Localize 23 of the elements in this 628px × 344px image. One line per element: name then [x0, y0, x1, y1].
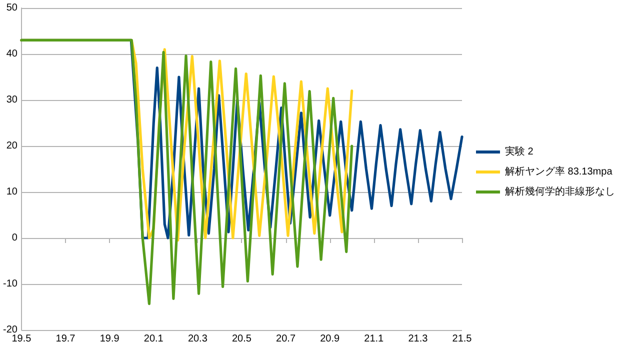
x-tick-label: 19.9	[100, 334, 120, 344]
x-tick-label: 20.3	[188, 334, 208, 344]
line-series	[20, 38, 354, 306]
y-tick-label: 10	[6, 186, 18, 198]
y-tick-label: 20	[6, 140, 18, 152]
x-tick-label: 20.7	[276, 334, 296, 344]
y-tick-label: 0	[12, 232, 18, 244]
legend-label: 解析幾何学的非線形なし	[505, 186, 615, 198]
legend-label: 解析ヤング率 83.13mpa	[505, 166, 613, 178]
x-tick-label: 19.5	[12, 334, 32, 344]
y-tick-label: -20	[3, 324, 18, 336]
x-tick-label: 20.1	[144, 334, 164, 344]
legend-label: 実験 2	[505, 146, 534, 158]
x-tick-label: 19.7	[56, 334, 76, 344]
y-tick-label: 50	[6, 2, 18, 14]
y-tick-label: 40	[6, 48, 18, 60]
x-tick-label: 21.3	[408, 334, 428, 344]
x-tick-label: 21.5	[452, 334, 472, 344]
x-tick-label: 20.9	[320, 334, 340, 344]
x-tick-label: 20.5	[232, 334, 252, 344]
x-tick-label: 21.1	[364, 334, 384, 344]
y-tick-label: 30	[6, 94, 18, 106]
y-tick-label: -10	[3, 278, 18, 290]
